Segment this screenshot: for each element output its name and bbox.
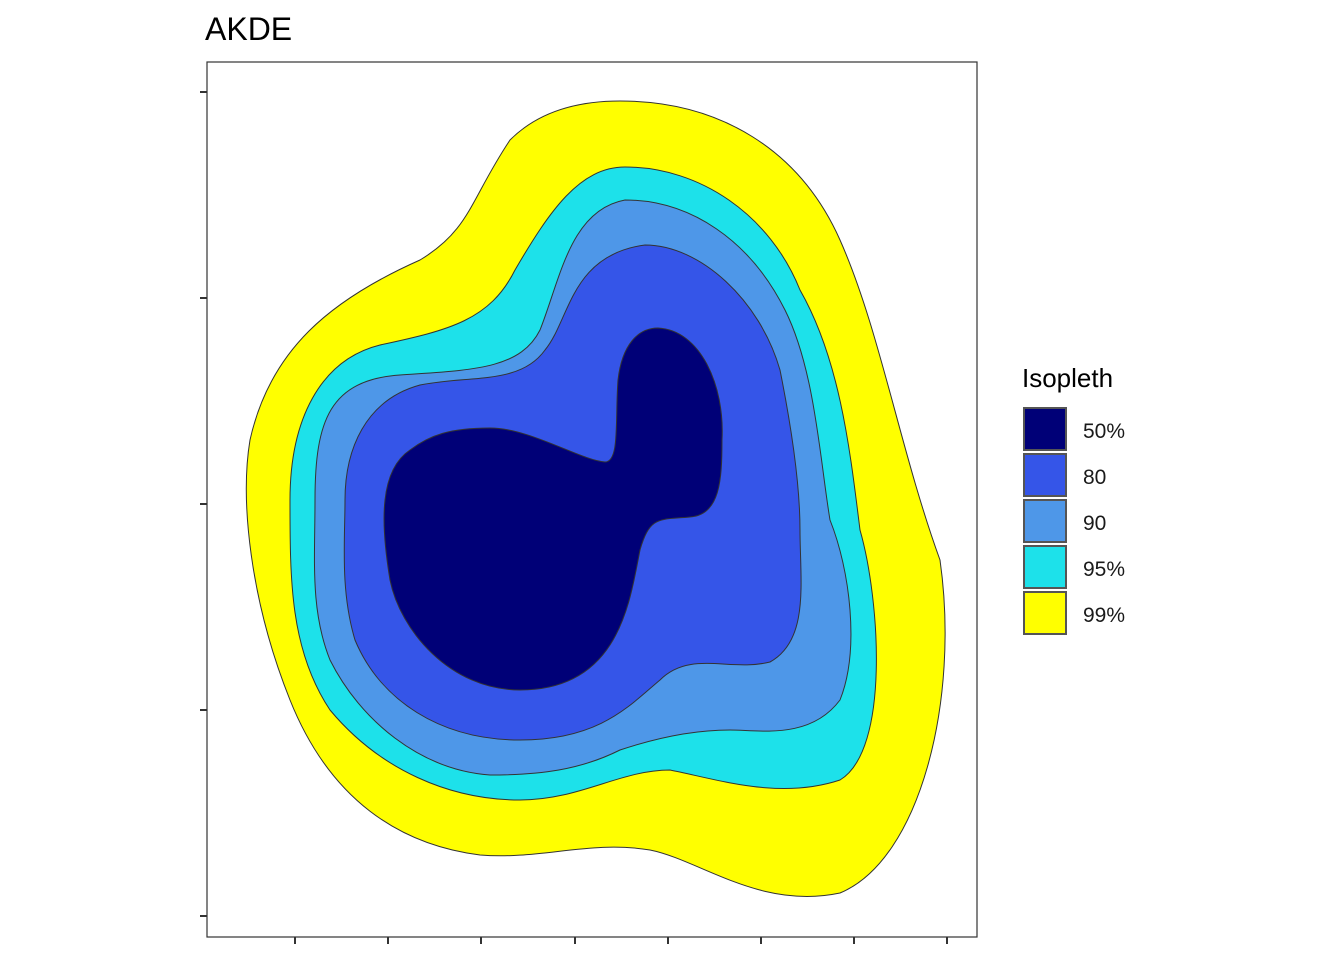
- legend-label-3: 95%: [1083, 558, 1125, 581]
- chart-title: AKDE: [205, 11, 292, 47]
- contour-layer: [245, 100, 946, 897]
- legend-label-1: 80: [1083, 466, 1106, 489]
- legend-key-0: [1023, 407, 1067, 451]
- legend-key-3: [1023, 545, 1067, 589]
- isopleth-50-region: [383, 327, 723, 691]
- legend: Isopleth 50% 80 90 95% 99%: [1022, 363, 1125, 635]
- y-axis-ticks: [200, 91, 207, 917]
- legend-label-0: 50%: [1083, 420, 1125, 443]
- legend-key-2: [1023, 499, 1067, 543]
- legend-label-4: 99%: [1083, 604, 1125, 627]
- legend-key-1: [1023, 453, 1067, 497]
- x-axis-ticks: [294, 937, 948, 944]
- legend-label-2: 90: [1083, 512, 1106, 535]
- legend-title: Isopleth: [1022, 363, 1113, 393]
- legend-key-4: [1023, 591, 1067, 635]
